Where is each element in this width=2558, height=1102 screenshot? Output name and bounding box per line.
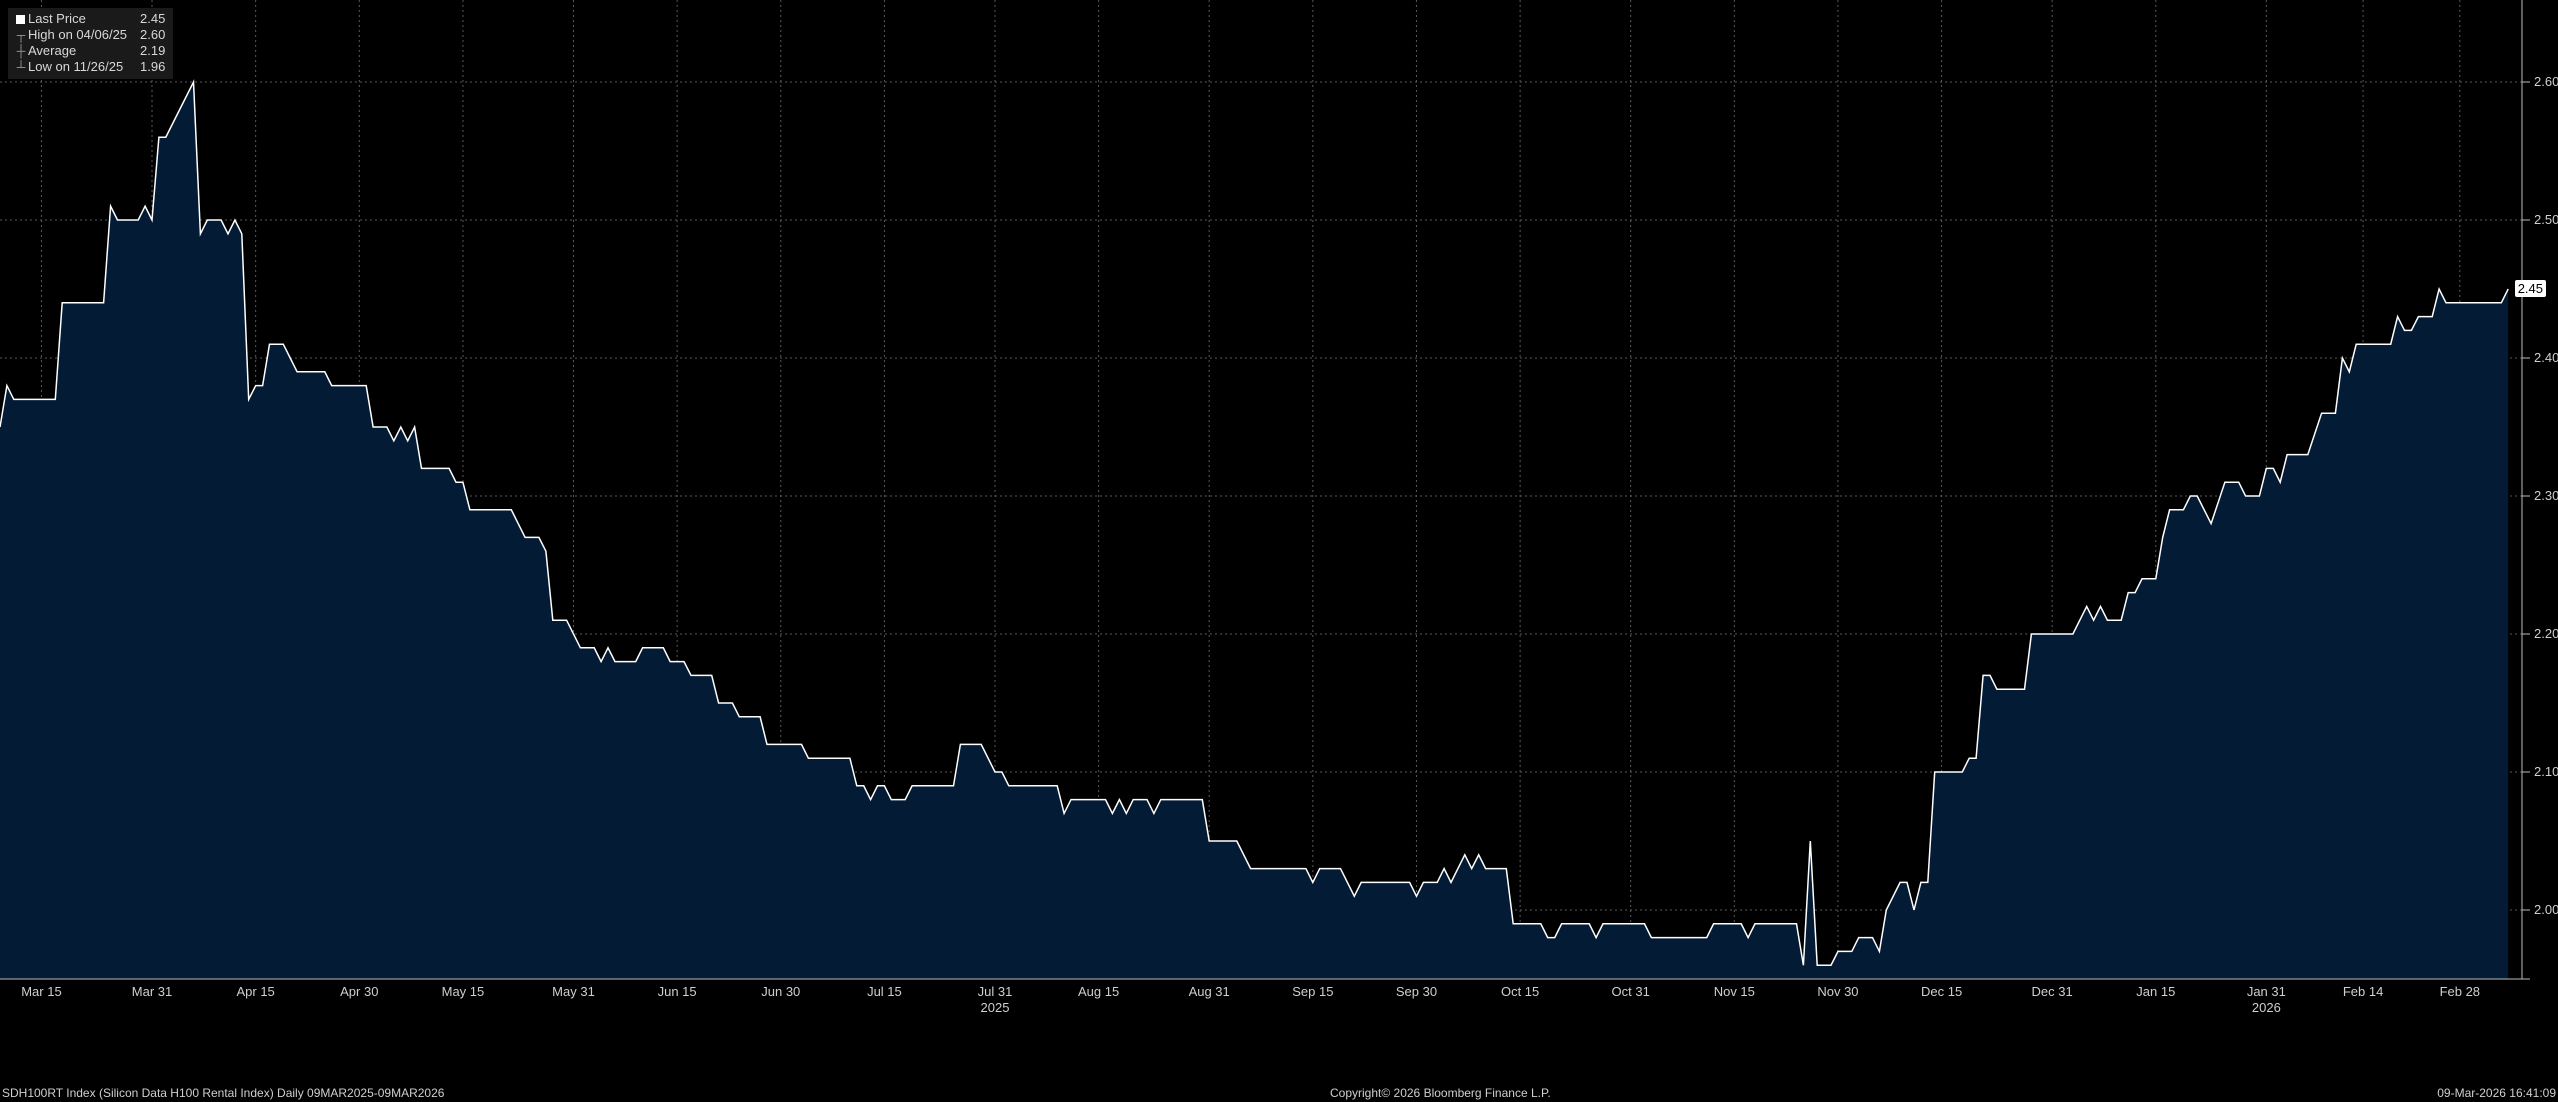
x-tick-label: Jul 15: [867, 984, 902, 999]
x-tick-label: May 31: [552, 984, 595, 999]
x-tick-label: Mar 15: [21, 984, 61, 999]
x-tick-label: Feb 28: [2440, 984, 2480, 999]
legend-label: Last Price: [28, 11, 86, 26]
y-tick-label: 2.20: [2534, 626, 2558, 641]
x-tick-label: Oct 15: [1501, 984, 1539, 999]
low-marker-icon: ┴: [16, 60, 26, 74]
x-tick-label: Apr 15: [236, 984, 274, 999]
legend-value: 2.19: [140, 43, 166, 58]
legend-average: ┼ Average 2.19: [14, 43, 166, 59]
x-tick-label: Dec 15: [1921, 984, 1962, 999]
chart-axes: 2.00 2.10 2.20 2.30 2.40 2.50 2.60 Mar 15 Mar 31…: [0, 0, 2558, 1015]
x-year-label: 2026: [2252, 1000, 2281, 1015]
x-year-label: 2025: [981, 1000, 1010, 1015]
x-tick-label: Jan 31: [2247, 984, 2286, 999]
y-tick-label: 2.50: [2534, 212, 2558, 227]
series-line: [0, 79, 2509, 966]
x-tick-label: Aug 15: [1078, 984, 1119, 999]
chart-legend: Last Price 2.45 ┬ High on 04/06/25 2.60 …: [8, 8, 174, 79]
legend-label: Low on 11/26/25: [28, 59, 124, 74]
average-marker-icon: ┼: [16, 44, 26, 58]
x-tick-label: Nov 30: [1817, 984, 1858, 999]
high-marker-icon: ┬: [16, 28, 26, 42]
last-price-tag: 2.45: [2514, 280, 2546, 297]
legend-label: Average: [28, 43, 77, 58]
y-tick-label: 2.30: [2534, 488, 2558, 503]
legend-value: 2.45: [140, 11, 166, 26]
footer-timestamp: 09-Mar-2026 16:41:09: [2437, 1086, 2556, 1100]
x-tick-label: Sep 30: [1396, 984, 1437, 999]
white-square-icon: [16, 14, 25, 24]
y-tick-label: 2.60: [2534, 74, 2558, 89]
x-tick-label: Jan 15: [2136, 984, 2175, 999]
series-area: [0, 82, 2509, 979]
legend-value: 1.96: [140, 59, 166, 74]
x-tick-label: Jun 15: [658, 984, 697, 999]
x-tick-label: Mar 31: [132, 984, 172, 999]
x-tick-label: Feb 14: [2343, 984, 2383, 999]
x-tick-label: Apr 30: [340, 984, 378, 999]
x-tick-label: Dec 31: [2032, 984, 2073, 999]
legend-low: ┴ Low on 11/26/25 1.96: [14, 59, 166, 75]
x-tick-label: Oct 31: [1612, 984, 1650, 999]
legend-label: High on 04/06/25: [28, 27, 128, 42]
x-tick-label: Jun 30: [761, 984, 800, 999]
x-tick-label: Sep 15: [1292, 984, 1333, 999]
y-tick-label: 2.10: [2534, 764, 2558, 779]
footer-security-description: SDH100RT Index (Silicon Data H100 Rental…: [2, 1086, 445, 1100]
legend-high: ┬ High on 04/06/25 2.60: [14, 27, 166, 43]
x-tick-label: Jul 31: [978, 984, 1013, 999]
x-tick-label: Aug 31: [1189, 984, 1230, 999]
y-tick-label: 2.00: [2534, 902, 2558, 917]
x-tick-label: Nov 15: [1714, 984, 1755, 999]
footer-copyright: Copyright© 2026 Bloomberg Finance L.P.: [1330, 1086, 1551, 1100]
legend-value: 2.60: [140, 27, 166, 42]
x-tick-label: May 15: [442, 984, 485, 999]
legend-last-price: Last Price 2.45: [14, 11, 165, 27]
y-tick-label: 2.40: [2534, 350, 2558, 365]
